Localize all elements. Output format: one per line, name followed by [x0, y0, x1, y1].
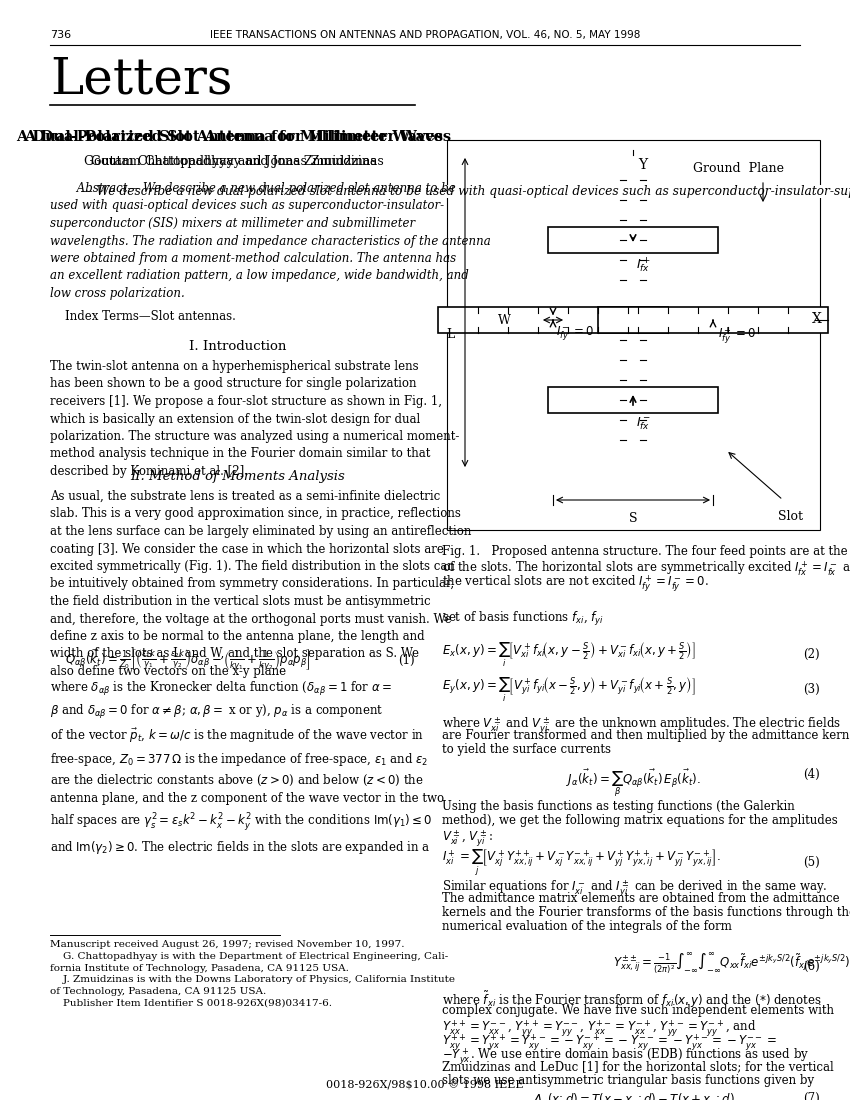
Text: slots we use antisymmetric triangular basis functions given by: slots we use antisymmetric triangular ba… — [442, 1074, 814, 1087]
Text: where $\tilde{f}_{xi}$ is the Fourier transform of $f_{xi}(x,y)$ and the $(*)$ d: where $\tilde{f}_{xi}$ is the Fourier tr… — [442, 990, 822, 1010]
Text: 736: 736 — [50, 30, 71, 40]
Text: Manuscript received August 26, 1997; revised November 10, 1997.
    G. Chattopad: Manuscript received August 26, 1997; rev… — [50, 940, 455, 1008]
Text: Similar equations for $I_{xi}^-$ and $I_{yi}^\pm$ can be derived in the same way: Similar equations for $I_{xi}^-$ and $I_… — [442, 878, 827, 899]
Text: I. Introduction: I. Introduction — [189, 340, 286, 353]
Text: IEEE TRANSACTIONS ON ANTENNAS AND PROPAGATION, VOL. 46, NO. 5, MAY 1998: IEEE TRANSACTIONS ON ANTENNAS AND PROPAG… — [210, 30, 640, 40]
Text: A Dual-Polarized Slot Antenna for Millimeter Waves: A Dual-Polarized Slot Antenna for Millim… — [16, 130, 444, 144]
Text: Goutam Chattopadhyay and Jonas Zmuidzinas: Goutam Chattopadhyay and Jonas Zmuidzina… — [91, 155, 384, 168]
Text: S: S — [629, 512, 638, 525]
Text: $E_y(x,y) = \sum_i \left[V_{yi}^+ f_{yi}\!\left(x-\frac{S}{2},y\right) + V_{yi}^: $E_y(x,y) = \sum_i \left[V_{yi}^+ f_{yi}… — [442, 675, 696, 704]
Bar — [548, 387, 718, 412]
Text: Fig. 1.   Proposed antenna structure. The four feed points are at the centers: Fig. 1. Proposed antenna structure. The … — [442, 544, 850, 558]
Text: $A_n(x;d) = T(x-x_n;d) - T(x+x_n;d)$: $A_n(x;d) = T(x-x_n;d) - T(x+x_n;d)$ — [533, 1092, 734, 1100]
Text: to yield the surface currents: to yield the surface currents — [442, 742, 611, 756]
Text: (5): (5) — [803, 856, 820, 869]
Text: L: L — [447, 329, 455, 341]
Text: $Q_{\alpha\beta}(\vec{k}_t) = \frac{1}{Z_0}\left[\left(\frac{\epsilon_1 k}{\gamm: $Q_{\alpha\beta}(\vec{k}_t) = \frac{1}{Z… — [65, 648, 311, 672]
Text: (2): (2) — [803, 648, 820, 661]
Text: Goutam Chattopadhyay and Jonas Zmuidzinas: Goutam Chattopadhyay and Jonas Zmuidzina… — [83, 155, 377, 168]
Text: Abstract—: Abstract— — [65, 185, 147, 198]
Text: set of basis functions $f_{xi}$, $f_{yi}$: set of basis functions $f_{xi}$, $f_{yi}… — [442, 610, 604, 628]
Text: $I_{fy}^- = 0$: $I_{fy}^- = 0$ — [556, 324, 594, 343]
Text: where $\delta_{\alpha\beta}$ is the Kronecker delta function ($\delta_{\alpha\be: where $\delta_{\alpha\beta}$ is the Kron… — [50, 680, 444, 856]
Text: Ground  Plane: Ground Plane — [693, 162, 784, 175]
Text: Y: Y — [638, 158, 647, 172]
Text: Index Terms—Slot antennas.: Index Terms—Slot antennas. — [50, 310, 235, 323]
Text: (1): (1) — [399, 653, 415, 667]
Text: II. Method of Moments Analysis: II. Method of Moments Analysis — [130, 470, 345, 483]
Text: —: — — [65, 185, 106, 198]
Text: of the slots. The horizontal slots are symmetrically excited $I_{fx}^+ = I_{fx}^: of the slots. The horizontal slots are s… — [442, 559, 850, 578]
Text: The admittance matrix elements are obtained from the admittance: The admittance matrix elements are obtai… — [442, 892, 840, 905]
Text: the vertical slots are not excited $I_{fy}^+ = I_{fy}^- = 0$.: the vertical slots are not excited $I_{f… — [442, 573, 709, 594]
Text: numerical evaluation of the integrals of the form: numerical evaluation of the integrals of… — [442, 920, 732, 933]
Text: Slot: Slot — [778, 510, 803, 522]
Text: (3): (3) — [803, 683, 820, 696]
Bar — [548, 227, 718, 253]
Text: $Y_{xy}^{++} = Y_{yx}^{++} = Y_{xy}^{+-} = -Y_{xy}^{-+} = -Y_{xy}^{--} = -Y_{yx}: $Y_{xy}^{++} = Y_{yx}^{++} = Y_{xy}^{+-}… — [442, 1032, 777, 1053]
Text: $E_x(x,y) = \sum_i \left[V_{xi}^+ f_{xi}\!\left(x,y-\frac{S}{2}\right) + V_{xi}^: $E_x(x,y) = \sum_i \left[V_{xi}^+ f_{xi}… — [442, 640, 696, 669]
Bar — [438, 307, 668, 333]
Text: $V_{xi}^\pm$, $V_{yi}^\pm$:: $V_{xi}^\pm$, $V_{yi}^\pm$: — [442, 828, 493, 849]
Text: $I_{fx}^-$: $I_{fx}^-$ — [636, 415, 650, 431]
Text: are Fourier transformed and then multiplied by the admittance kernels: are Fourier transformed and then multipl… — [442, 729, 850, 743]
Text: where $V_{xi}^\pm$ and $V_{yi}^\pm$ are the unknown amplitudes. The electric fie: where $V_{xi}^\pm$ and $V_{yi}^\pm$ are … — [442, 715, 842, 736]
Text: The twin-slot antenna on a hyperhemispherical substrate lens
has been shown to b: The twin-slot antenna on a hyperhemisphe… — [50, 360, 459, 478]
Text: A Dual-Polarized Slot Antenna for Millimeter Waves: A Dual-Polarized Slot Antenna for Millim… — [24, 130, 451, 144]
Text: $J_\alpha(\vec{k}_t) = \sum_\beta Q_{\alpha\beta}(\vec{k}_t)\,E_\beta(\vec{k}_t): $J_\alpha(\vec{k}_t) = \sum_\beta Q_{\al… — [566, 768, 701, 800]
Text: — We describe a new dual-polarized slot antenna to be used with quasi-optical de: — We describe a new dual-polarized slot … — [65, 185, 850, 198]
Text: Zmuidzinas and LeDuc [1] for the horizontal slots; for the vertical: Zmuidzinas and LeDuc [1] for the horizon… — [442, 1060, 834, 1072]
Text: (4): (4) — [803, 768, 820, 781]
Text: $-Y_{yx}^+$. We use entire domain basis (EDB) functions as used by: $-Y_{yx}^+$. We use entire domain basis … — [442, 1046, 809, 1067]
Text: $I_{fx}^+$: $I_{fx}^+$ — [636, 255, 650, 274]
Text: W: W — [498, 314, 511, 327]
Text: (7): (7) — [803, 1092, 820, 1100]
Text: Using the basis functions as testing functions (the Galerkin: Using the basis functions as testing fun… — [442, 800, 795, 813]
Text: $Y_{xx}^{++} = Y_{xx}^{--}$, $Y_{yy}^{++} = Y_{yy}^{--}$, $Y_{xx}^{+-} = Y_{xx}^: $Y_{xx}^{++} = Y_{xx}^{--}$, $Y_{yy}^{++… — [442, 1018, 756, 1038]
Text: kernels and the Fourier transforms of the basis functions through the: kernels and the Fourier transforms of th… — [442, 906, 850, 918]
Bar — [598, 307, 828, 333]
Text: complex conjugate. We have five such independent elements with: complex conjugate. We have five such ind… — [442, 1004, 834, 1018]
Text: $I_{xi}^+ = \sum_j \left[V_{xj}^+ Y_{xx,ij}^{++} + V_{xj}^- Y_{xx,ij}^{-+} + V_{: $I_{xi}^+ = \sum_j \left[V_{xj}^+ Y_{xx,… — [442, 848, 721, 878]
Text: method), we get the following matrix equations for the amplitudes: method), we get the following matrix equ… — [442, 814, 838, 827]
Bar — [447, 140, 820, 530]
Text: (6): (6) — [803, 960, 820, 974]
Text: $Y_{xx,ij}^{\pm\pm} = \frac{-1}{(2\pi)^2}\int_{-\infty}^{\infty}\int_{-\infty}^{: $Y_{xx,ij}^{\pm\pm} = \frac{-1}{(2\pi)^2… — [614, 950, 850, 976]
Text: As usual, the substrate lens is treated as a semi-infinite dielectric
slab. This: As usual, the substrate lens is treated … — [50, 490, 472, 678]
Text: 0018-926X/98$10.00 © 1998 IEEE: 0018-926X/98$10.00 © 1998 IEEE — [326, 1080, 524, 1090]
Text: $I_{fy}^+ = 0$: $I_{fy}^+ = 0$ — [718, 324, 756, 345]
Text: X: X — [812, 312, 822, 326]
Text: Letters: Letters — [50, 55, 233, 104]
Text: Abstract— We describe a new dual-polarized slot antenna to be
used with quasi-op: Abstract— We describe a new dual-polariz… — [50, 182, 490, 300]
